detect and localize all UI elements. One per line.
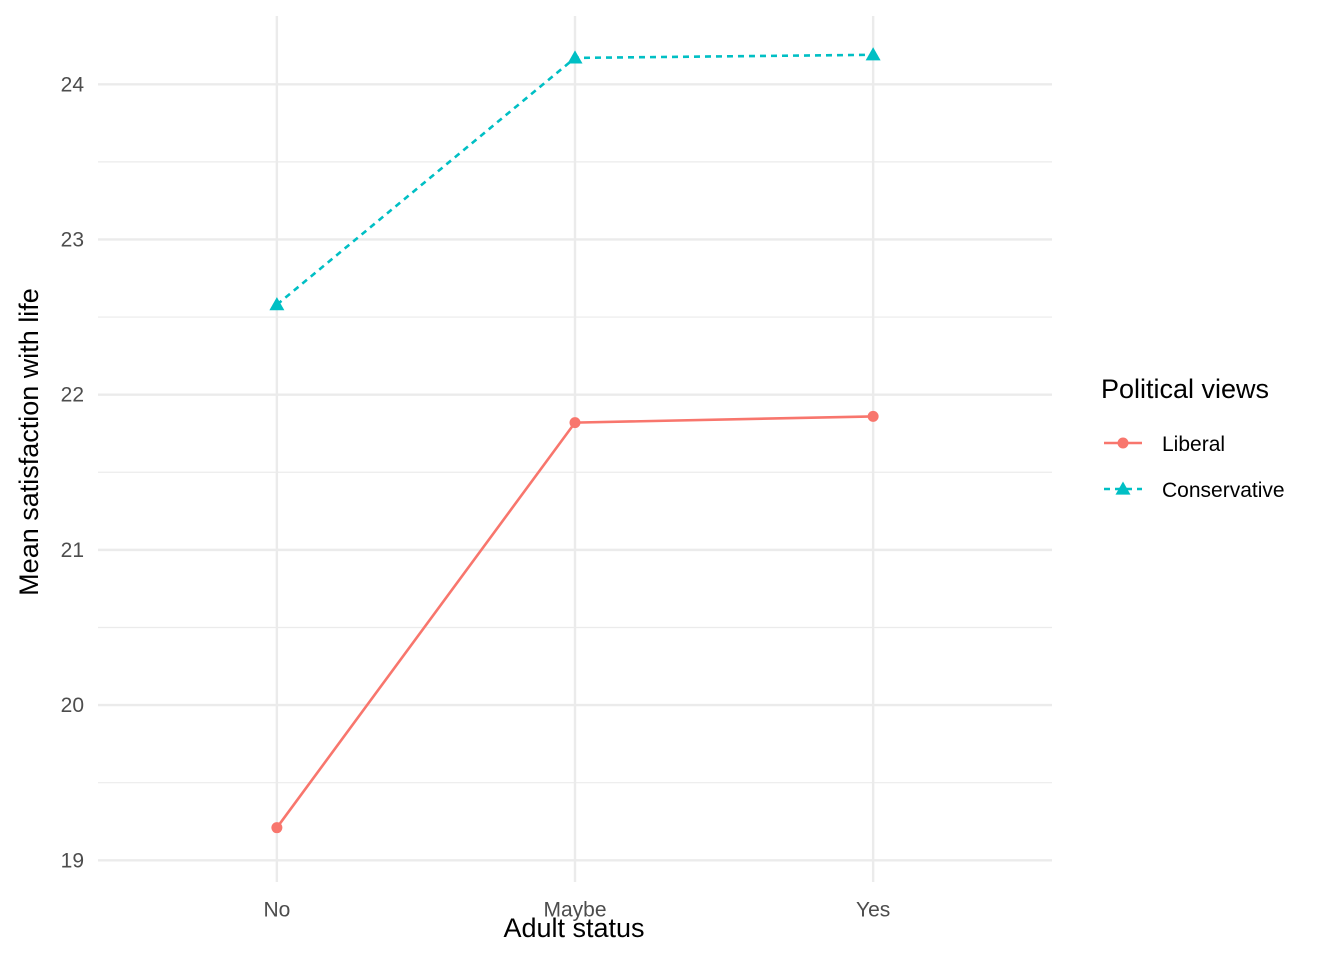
data-point-liberal xyxy=(569,417,581,429)
y-tick-label: 20 xyxy=(61,694,84,717)
x-tick-label: Maybe xyxy=(543,898,606,921)
y-tick-label: 24 xyxy=(61,73,85,96)
legend-items: Liberal Conservative xyxy=(1104,433,1285,502)
data-point-conservative xyxy=(567,50,583,64)
y-tick-label: 23 xyxy=(61,228,84,251)
y-tick-label: 19 xyxy=(61,849,84,872)
legend-key-marker xyxy=(1115,481,1131,495)
series-liberal xyxy=(271,410,879,834)
x-axis-title: Adult status xyxy=(503,913,644,943)
data-point-conservative xyxy=(865,47,881,61)
axis-ticks: 19 20 21 22 23 24 No Maybe Yes xyxy=(61,73,891,921)
y-tick-label: 21 xyxy=(61,539,84,562)
x-tick-label: No xyxy=(263,898,290,921)
data-point-liberal xyxy=(867,410,879,422)
x-tick-label: Yes xyxy=(856,898,890,921)
grid xyxy=(98,16,1052,882)
data-point-conservative xyxy=(269,297,285,311)
legend-title: Political views xyxy=(1101,374,1269,404)
legend-label: Conservative xyxy=(1162,479,1285,502)
data-point-liberal xyxy=(271,822,283,834)
legend-label: Liberal xyxy=(1162,433,1225,456)
series-conservative xyxy=(269,47,881,311)
legend-item: Liberal xyxy=(1104,433,1225,456)
legend-key-marker xyxy=(1117,437,1129,449)
legend-item: Conservative xyxy=(1104,479,1285,502)
legend: Political views Liberal Conservative xyxy=(1101,374,1285,502)
y-axis-title: Mean satisfaction with life xyxy=(14,288,44,596)
y-tick-label: 22 xyxy=(61,384,84,407)
series-layer xyxy=(269,47,881,834)
